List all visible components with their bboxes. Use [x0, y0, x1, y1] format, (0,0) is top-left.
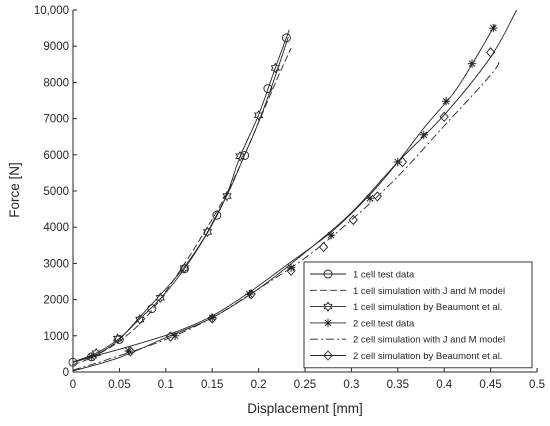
asterisk-marker [489, 23, 498, 33]
legend-label: 1 cell simulation with J and M model [353, 286, 505, 297]
series-3 [72, 29, 290, 363]
x-tick-label: 0.35 [387, 379, 409, 391]
x-tick-label: 0.25 [294, 379, 316, 391]
x-tick-label: 0.2 [251, 379, 267, 391]
x-tick-label: 0.15 [201, 379, 223, 391]
asterisk-marker [245, 289, 254, 299]
asterisk-marker [441, 97, 451, 106]
diamond-marker [439, 111, 449, 122]
circle-marker [114, 334, 124, 344]
legend-item-6: 2 cell simulation by Beaumont et al. [310, 350, 502, 362]
legend-item-5: 2 cell simulation with J and M model [310, 335, 505, 346]
legend-item-2: 1 cell simulation with J and M model [310, 286, 505, 297]
legend-label: 1 cell simulation by Beaumont et al. [353, 302, 502, 313]
diamond-marker [485, 47, 496, 58]
diamond-marker [323, 350, 333, 361]
x-tick-label: 0.1 [158, 379, 174, 391]
asterisk-marker [323, 318, 333, 328]
y-tick-label: 10,000 [34, 5, 69, 17]
legend-item-3: 1 cell simulation by Beaumont et al. [310, 301, 502, 313]
asterisk-marker [467, 59, 477, 68]
y-tick-label: 8000 [43, 77, 69, 89]
series-1 [68, 33, 291, 367]
asterisk-marker [365, 194, 375, 203]
circle-marker [281, 33, 291, 43]
hexagram-marker [222, 190, 232, 202]
asterisk-marker [419, 130, 428, 140]
hexagram-marker [270, 62, 280, 74]
x-axis-label: Displacement [mm] [247, 401, 363, 416]
y-tick-label: 0 [63, 367, 69, 379]
y-tick-label: 1000 [43, 331, 69, 343]
diamond-marker [125, 346, 136, 357]
series-6 [72, 9, 517, 372]
circle-marker [263, 84, 273, 94]
diamond-marker [286, 265, 296, 276]
hexagram-marker [112, 333, 123, 345]
diamond-marker [246, 288, 256, 300]
x-tick-label: 0.4 [436, 379, 453, 391]
hexagram-marker [135, 314, 145, 325]
hexagram-marker [323, 301, 333, 312]
axes: 0 0.05 0.1 0.15 0.2 0.25 0.3 0.35 0.4 0.45 0.5 0 100… [34, 5, 545, 391]
series-line [72, 37, 289, 363]
legend-box [303, 261, 533, 369]
x-tick-label: 0.05 [108, 379, 130, 391]
hexagram-marker [253, 109, 264, 121]
asterisk-marker [326, 230, 336, 240]
series-2 [72, 47, 292, 366]
legend-item-1: 1 cell test data [310, 270, 415, 281]
diamond-marker [318, 241, 329, 253]
series-5 [72, 60, 501, 371]
y-tick-label: 7000 [43, 114, 69, 126]
diamond-marker [372, 191, 382, 202]
legend: 1 cell test data 1 cell simulation with J… [303, 261, 533, 369]
hexagram-marker [91, 347, 101, 359]
hexagram-marker [179, 262, 190, 274]
legend-item-4: 2 cell test data [310, 318, 415, 329]
y-tick-label: 2000 [43, 295, 69, 307]
diamond-marker [397, 156, 408, 168]
y-axis-label: Force [N] [7, 162, 22, 218]
diamond-marker [207, 313, 217, 324]
legend-label: 1 cell test data [353, 270, 415, 281]
x-tick-label: 0.3 [343, 379, 359, 391]
legend-label: 2 cell test data [353, 318, 415, 329]
series-line [72, 60, 501, 371]
series-line [72, 29, 290, 363]
hexagram-marker [155, 292, 165, 304]
x-tick-label: 0.45 [479, 379, 501, 391]
hexagram-marker [202, 226, 213, 238]
legend-label: 2 cell simulation by Beaumont et al. [353, 351, 502, 362]
circle-marker [147, 304, 157, 314]
y-tick-label: 9000 [43, 41, 69, 53]
x-tick-label: 0 [70, 379, 76, 391]
x-tick-label: 0.5 [529, 379, 545, 391]
y-tick-label: 5000 [43, 186, 69, 198]
asterisk-marker [87, 352, 96, 361]
y-tick-label: 3000 [43, 258, 69, 270]
circle-marker [323, 269, 333, 279]
y-tick-label: 4000 [43, 222, 69, 234]
diamond-marker [165, 331, 176, 342]
hexagram-marker [235, 150, 245, 162]
y-tick-label: 6000 [43, 150, 69, 162]
series-group [68, 9, 517, 372]
series-line [72, 9, 517, 372]
diamond-marker [348, 214, 358, 226]
legend-label: 2 cell simulation with J and M model [353, 335, 505, 346]
circle-marker [68, 357, 78, 367]
asterisk-marker [124, 346, 133, 356]
series-line [72, 47, 292, 366]
